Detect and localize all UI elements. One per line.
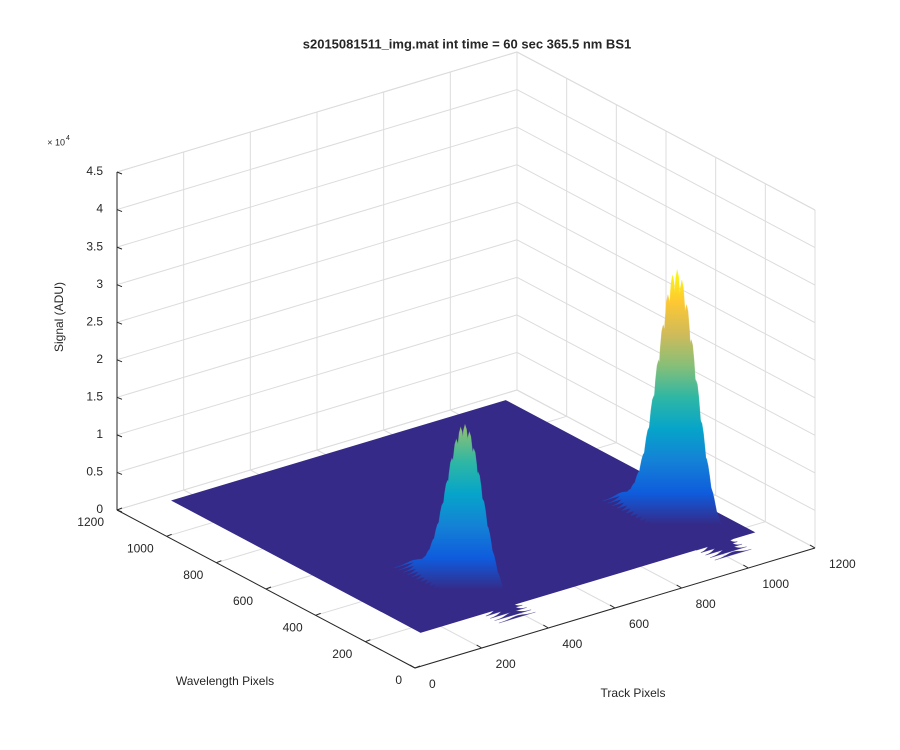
peak-slice (490, 605, 527, 619)
peak-slice (494, 609, 532, 622)
x-tick (809, 544, 816, 549)
z-axis-label: Signal (ADU) (52, 282, 66, 352)
x-tick (609, 604, 616, 609)
box-edge (116, 51, 518, 173)
grid-line (516, 164, 816, 324)
grid-line (116, 89, 518, 211)
z-tick (116, 246, 123, 250)
y-tick-label: 200 (332, 647, 352, 661)
x-tick (476, 644, 482, 649)
x-tick (409, 664, 416, 669)
y-tick (116, 507, 123, 511)
z-tick (116, 209, 123, 213)
y-tick (216, 560, 222, 564)
z-tick (116, 359, 123, 363)
y-tick (265, 586, 272, 590)
chart-title: s2015081511_img.mat int time = 60 sec 36… (303, 36, 631, 51)
grid-line (116, 126, 518, 248)
y-axis-label: Wavelength Pixels (176, 674, 274, 688)
z-tick-label: 4.5 (86, 164, 103, 178)
y-tick-label: 1200 (77, 515, 104, 529)
y-tick-label: 600 (233, 594, 253, 608)
y-tick (414, 665, 421, 669)
x-tick (543, 624, 549, 629)
grid-line (516, 89, 816, 248)
grid-line (116, 164, 518, 286)
z-tick (116, 434, 123, 438)
y-tick (315, 612, 321, 616)
grid-line (516, 126, 816, 286)
y-tick (166, 533, 172, 537)
x-tick-label: 1000 (762, 577, 789, 591)
z-tick (116, 396, 123, 400)
x-tick-label: 800 (696, 597, 716, 611)
z-tick-label: 3.5 (86, 239, 103, 253)
z-tick (116, 171, 123, 175)
x-tick-label: 1200 (829, 557, 856, 571)
peak-slice (705, 538, 743, 556)
y-tick (365, 639, 371, 643)
x-tick (676, 584, 682, 589)
peak-slice (485, 597, 523, 617)
z-exponent-base: × 10 (47, 137, 65, 147)
peak-slice (700, 526, 738, 554)
y-tick-label: 0 (395, 673, 402, 687)
z-tick-label: 2.5 (86, 314, 103, 328)
peak-slice (481, 585, 519, 615)
grid-line (116, 351, 518, 473)
y-tick-label: 1000 (127, 542, 154, 556)
x-tick-label: 400 (562, 637, 582, 651)
x-tick-label: 600 (629, 617, 649, 631)
box-edge (516, 51, 816, 211)
z-exponent-power: 4 (66, 135, 70, 142)
grid-line (116, 201, 518, 323)
z-tick (116, 509, 123, 513)
grid-line (116, 276, 518, 398)
z-tick-label: 0.5 (86, 465, 103, 479)
grid-line (116, 389, 518, 511)
x-tick (743, 564, 749, 569)
z-tick-label: 3 (96, 277, 103, 291)
grid-line (516, 201, 816, 361)
z-tick (116, 321, 123, 325)
y-tick-label: 400 (283, 621, 303, 635)
z-tick (116, 284, 123, 288)
z-tick-label: 4 (96, 202, 103, 216)
peak-slice (498, 611, 536, 624)
z-tick-label: 1 (96, 427, 103, 441)
z-tick (116, 471, 123, 475)
y-tick-label: 800 (183, 568, 203, 582)
z-tick-label: 1.5 (86, 390, 103, 404)
z-tick-label: 0 (96, 502, 103, 516)
x-tick-label: 0 (429, 677, 436, 691)
peak-slice (714, 548, 752, 561)
x-tick-label: 200 (496, 657, 516, 671)
grid-line (116, 314, 518, 436)
x-axis-label: Track Pixels (601, 686, 666, 700)
peak-slice (710, 545, 747, 558)
grid-line (116, 239, 518, 361)
z-tick-label: 2 (96, 352, 103, 366)
